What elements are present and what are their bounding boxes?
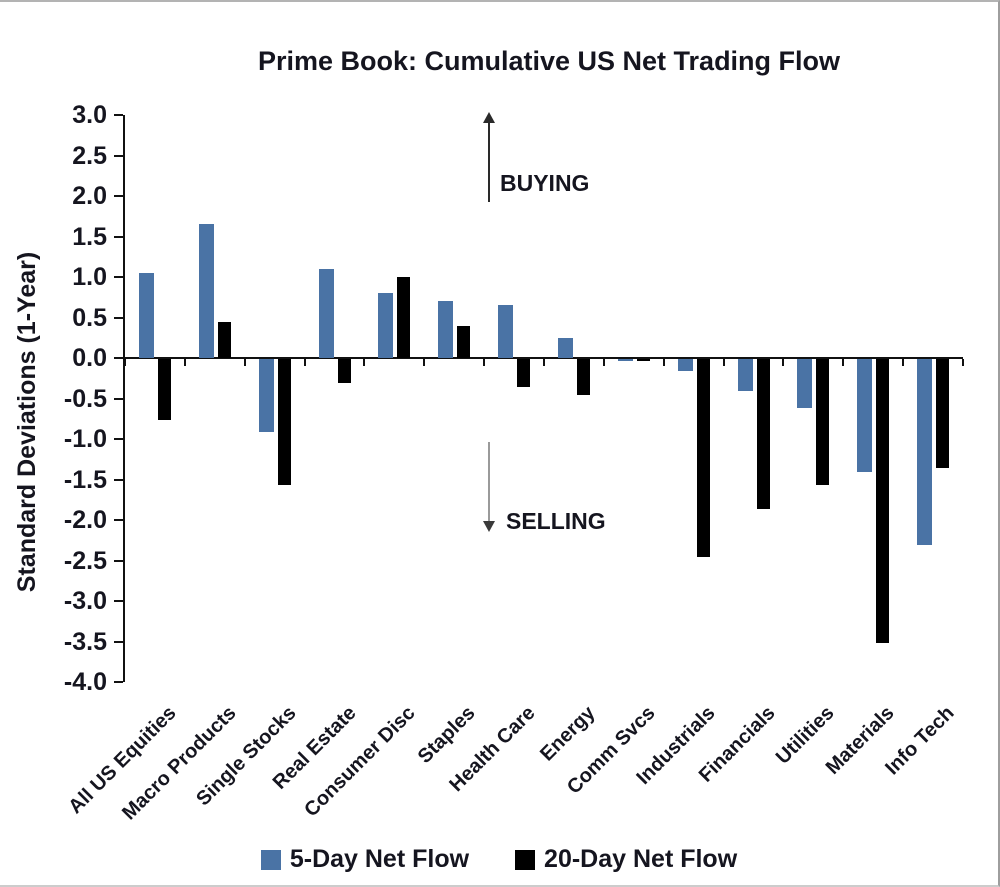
bar-20day-13 [936, 359, 950, 469]
y-tick [114, 114, 123, 116]
up-arrow-line [488, 122, 490, 202]
x-tick [782, 359, 785, 366]
y-tick-label: -4.0 [63, 668, 107, 696]
y-tick-label: 0.0 [72, 344, 107, 372]
y-tick [114, 478, 123, 481]
y-tick-label: 1.5 [72, 222, 107, 251]
y-tick-label: 3.0 [72, 101, 107, 129]
y-tick-label: 2.5 [72, 141, 107, 170]
y-tick-label: 2.0 [72, 182, 107, 210]
bar-5day-6 [498, 305, 514, 358]
x-tick [183, 359, 186, 366]
bar-20day-7 [576, 359, 590, 396]
bar-5day-8 [617, 359, 633, 362]
bar-20day-5 [457, 325, 471, 358]
x-tick [662, 359, 665, 366]
down-arrow-icon [483, 521, 495, 532]
y-tick-label: 0.5 [72, 303, 107, 332]
up-arrow-icon [483, 112, 495, 123]
legend: 5-Day Net Flow 20-Day Net Flow [0, 845, 998, 874]
y-tick-label: 1.0 [72, 263, 107, 291]
bar-5day-3 [318, 268, 334, 358]
bar-20day-6 [517, 359, 531, 388]
bar-5day-9 [677, 359, 693, 372]
x-tick [962, 359, 964, 366]
y-tick [114, 154, 123, 157]
down-arrow-line [488, 442, 490, 522]
x-tick [722, 359, 725, 366]
y-tick [114, 559, 123, 562]
y-tick [114, 195, 123, 197]
bar-20day-2 [277, 359, 291, 485]
bar-5day-2 [258, 359, 274, 432]
y-tick-label: -1.0 [63, 425, 107, 453]
x-tick [303, 359, 306, 366]
bar-5day-5 [438, 301, 454, 358]
y-tick-label: -1.5 [63, 465, 107, 494]
bar-20day-9 [696, 359, 710, 558]
bar-5day-12 [857, 359, 873, 473]
selling-label: SELLING [506, 508, 606, 534]
x-tick [423, 359, 426, 366]
y-tick [114, 600, 123, 602]
y-tick [114, 357, 123, 359]
y-tick-label: -3.0 [63, 587, 107, 615]
legend-swatch-5day [260, 849, 281, 870]
bar-20day-4 [397, 277, 411, 358]
buying-label: BUYING [500, 170, 590, 196]
y-tick [114, 681, 123, 683]
y-tick-label: -2.5 [63, 546, 107, 575]
x-tick [602, 359, 605, 366]
bar-20day-8 [636, 359, 650, 362]
legend-label-5day: 5-Day Net Flow [289, 845, 470, 873]
bar-5day-10 [737, 359, 753, 392]
y-tick [114, 640, 123, 643]
y-tick [114, 519, 123, 521]
x-axis-line [123, 357, 963, 359]
bar-20day-0 [157, 359, 171, 420]
x-tick [543, 359, 545, 366]
bar-20day-11 [816, 359, 830, 485]
y-tick-label: -0.5 [63, 384, 107, 413]
x-tick [124, 359, 126, 366]
legend-item-5day: 5-Day Net Flow [260, 845, 470, 874]
y-tick [114, 316, 123, 319]
x-tick [363, 359, 366, 366]
x-tick [243, 359, 246, 366]
bar-5day-4 [378, 293, 394, 358]
legend-swatch-20day [515, 849, 536, 870]
y-tick [114, 438, 123, 440]
bar-20day-12 [876, 359, 890, 643]
chart-title: Prime Book: Cumulative US Net Trading Fl… [257, 46, 841, 76]
bar-20day-10 [756, 359, 770, 509]
legend-item-20day: 20-Day Net Flow [515, 845, 737, 874]
x-tick [902, 359, 905, 366]
y-axis-line [123, 115, 125, 682]
bar-5day-1 [198, 224, 214, 358]
bar-5day-7 [557, 337, 573, 358]
x-tick [483, 359, 486, 366]
y-tick [114, 397, 123, 400]
y-tick [114, 276, 123, 278]
legend-label-20day: 20-Day Net Flow [544, 845, 738, 873]
y-tick [114, 235, 123, 238]
y-tick-label: -3.5 [63, 627, 107, 656]
bar-20day-1 [217, 321, 231, 358]
bar-5day-0 [138, 272, 154, 358]
x-tick [842, 359, 845, 366]
bar-5day-13 [917, 359, 933, 546]
y-tick-label: -2.0 [63, 506, 107, 534]
bar-5day-11 [797, 359, 813, 408]
bar-20day-3 [337, 359, 351, 384]
